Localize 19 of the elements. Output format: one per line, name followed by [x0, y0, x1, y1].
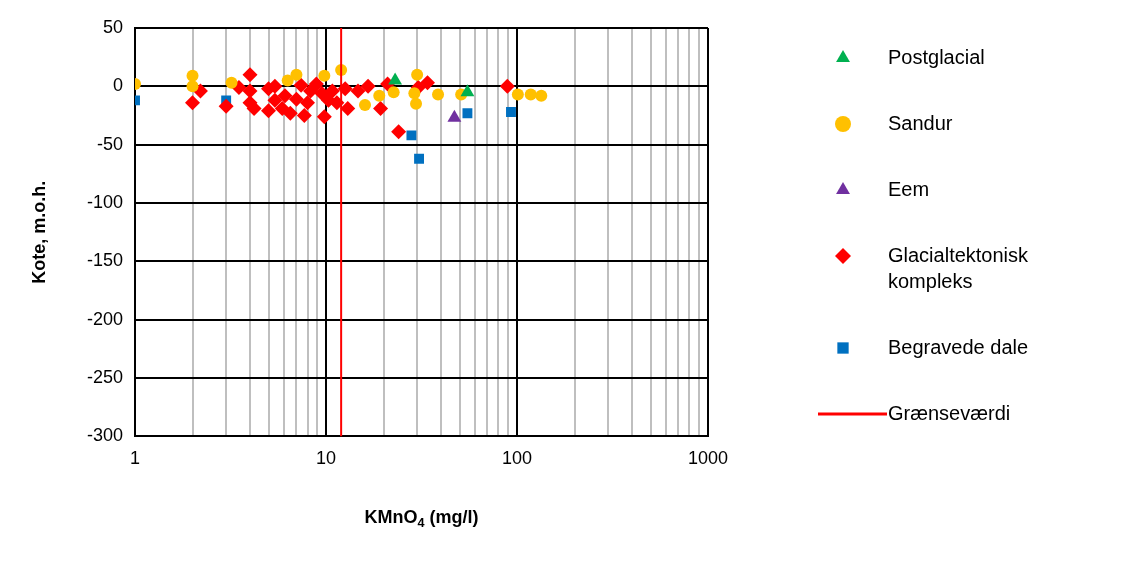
y-tick-label: -150	[87, 250, 124, 271]
y-axis-title: Kote, m.o.h.	[29, 180, 49, 284]
y-tick-label: -250	[87, 367, 124, 388]
legend-label: Begravede dale	[888, 335, 1029, 358]
y-tick-label: 0	[113, 75, 124, 96]
y-tick-label: 50	[103, 16, 124, 37]
y-tick-label: -50	[97, 133, 124, 154]
legend-label: Glacialtektonisk kompleks	[888, 243, 1030, 292]
x-tick-label: 10	[316, 448, 337, 469]
x-tick-label: 1	[130, 448, 141, 469]
legend-label: Grænseværdi	[888, 401, 1011, 424]
legend-label: Sandur	[888, 111, 953, 134]
y-tick-label: -200	[87, 308, 124, 329]
y-tick-label: -100	[87, 192, 124, 212]
legend-label: Postglacial	[888, 45, 985, 68]
x-tick-label: 100	[501, 448, 533, 469]
legend-label: Eem	[888, 177, 930, 200]
y-tick-label: -300	[87, 425, 124, 446]
x-tick-label: 1000	[687, 448, 729, 469]
